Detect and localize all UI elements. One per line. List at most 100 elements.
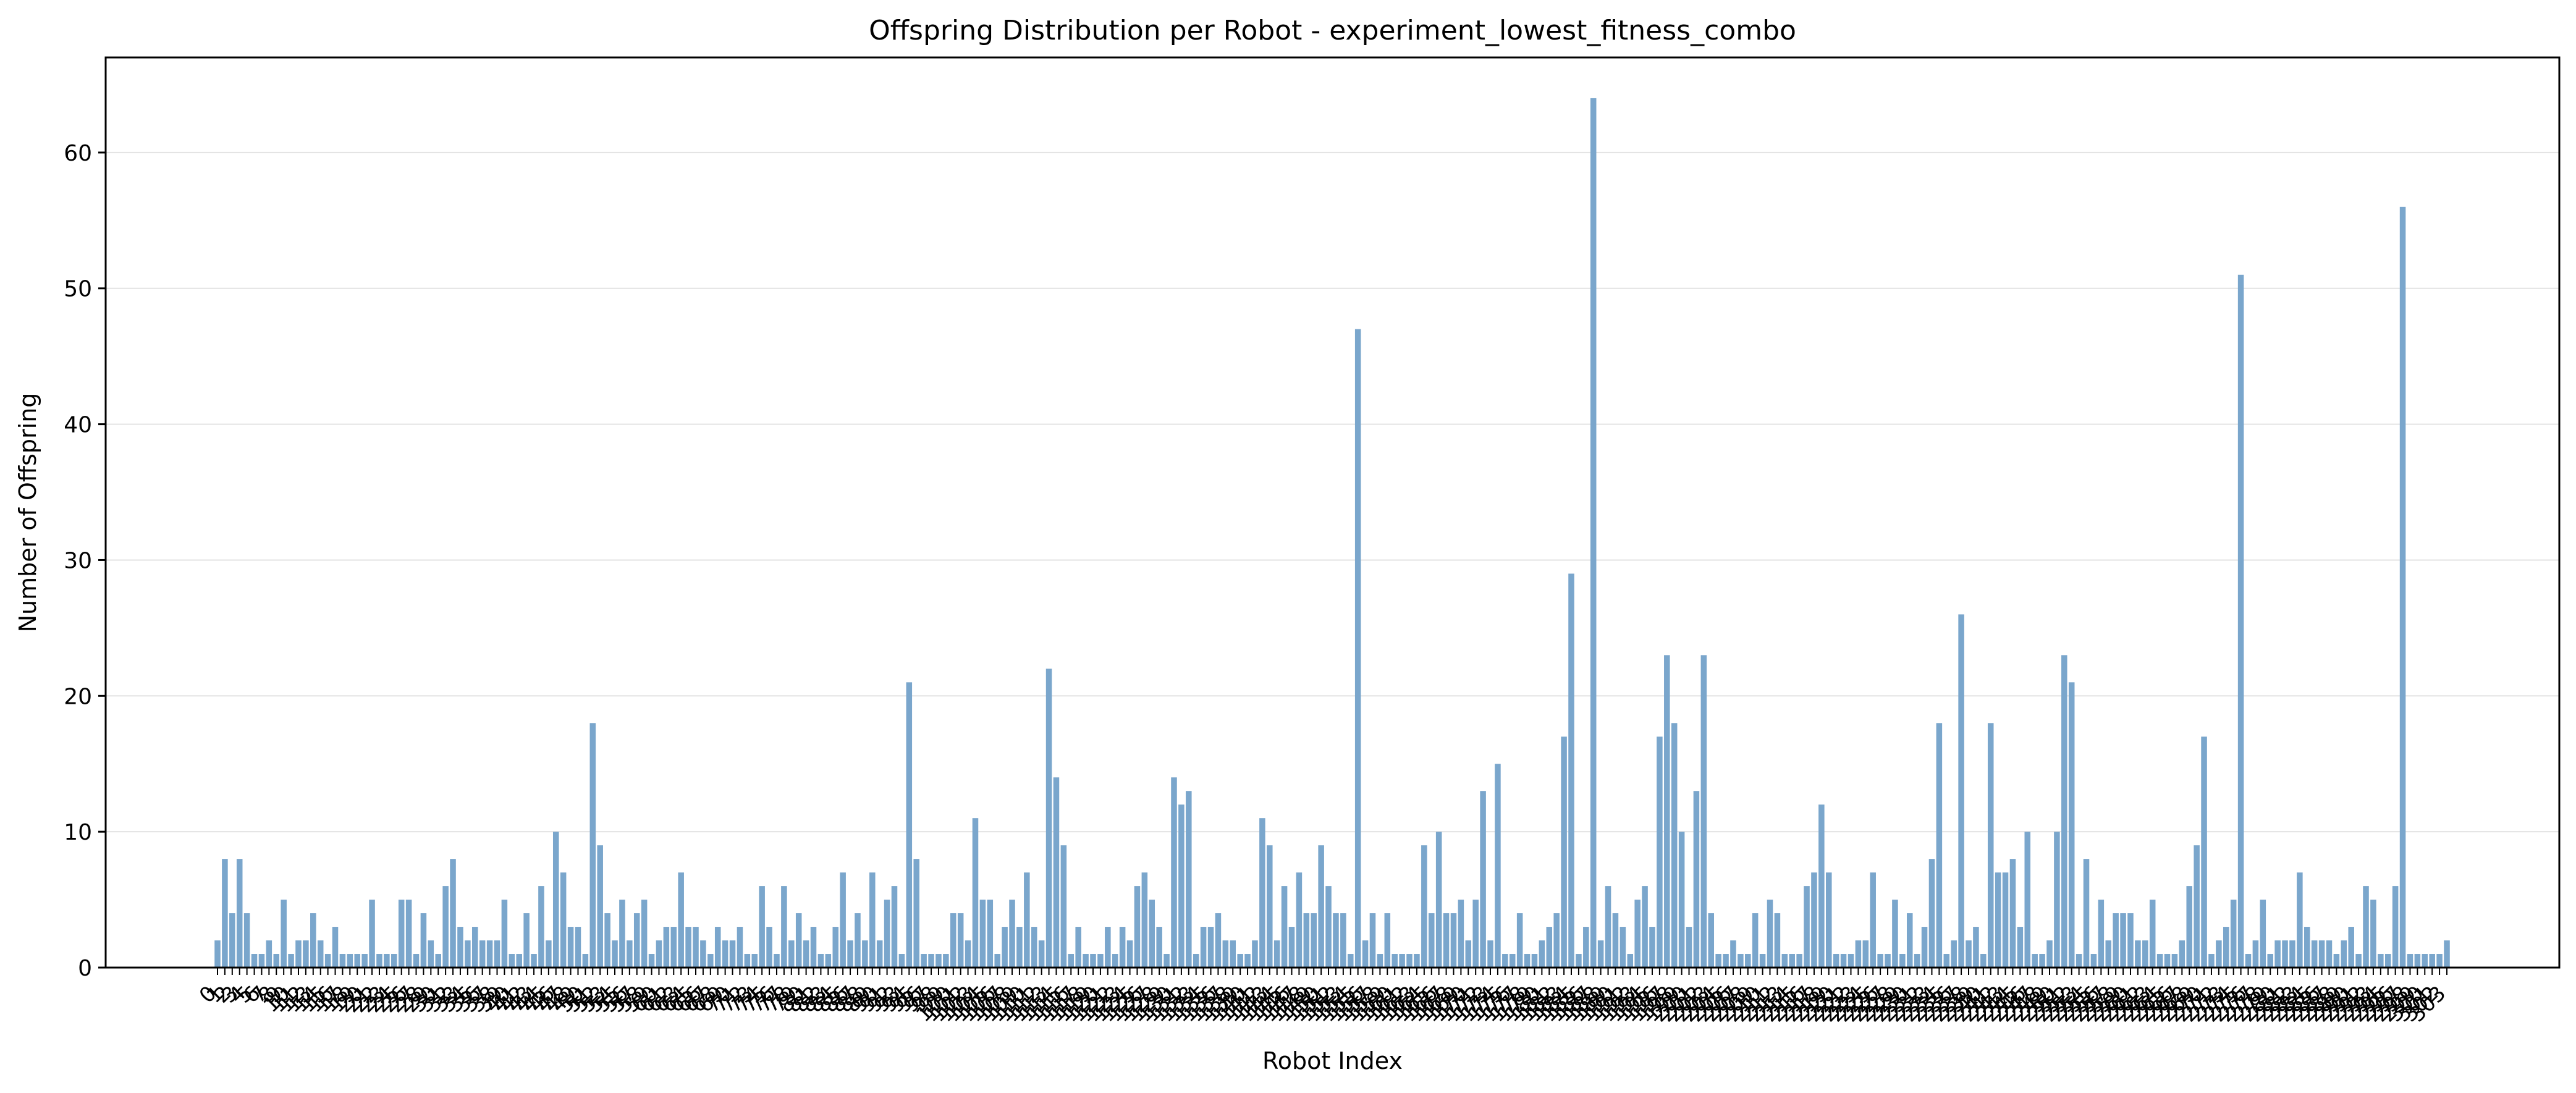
bar-robot-120 <box>1097 954 1104 968</box>
bar-robot-292 <box>2363 886 2369 968</box>
bar-robot-211 <box>1767 900 1773 968</box>
bar-robot-51 <box>589 723 596 968</box>
bar-robot-145 <box>1281 886 1288 968</box>
bar-robot-93 <box>898 954 905 968</box>
bar-robot-29 <box>428 940 434 968</box>
bar-robot-105 <box>987 900 994 968</box>
bar-robot-220 <box>1833 954 1839 968</box>
bar-robot-54 <box>612 940 618 968</box>
bar-robot-128 <box>1156 927 1162 968</box>
plot-frame <box>104 56 2561 969</box>
bar-robot-1 <box>222 859 228 968</box>
bar-robot-193 <box>1634 900 1641 968</box>
bar-robot-132 <box>1186 791 1192 968</box>
bar-robot-275 <box>2237 274 2244 968</box>
bar-robot-62 <box>670 927 677 968</box>
x-axis-ticks: 0123456789101112131415161718192021222324… <box>195 968 2451 1027</box>
bar-robot-3 <box>236 859 243 968</box>
bar-robot-215 <box>1796 954 1802 968</box>
bar-robot-69 <box>722 940 728 968</box>
bar-robot-140 <box>1244 954 1251 968</box>
bar-robot-123 <box>1119 927 1126 968</box>
bar-robot-251 <box>2061 655 2067 968</box>
bar-robot-253 <box>2076 954 2082 968</box>
y-axis-ticks: 0 10 20 30 40 50 60 <box>64 141 106 981</box>
bar-robot-86 <box>847 940 853 968</box>
bar-robot-64 <box>685 927 691 968</box>
bar-robot-119 <box>1090 954 1096 968</box>
bar-robot-231 <box>1914 954 1920 968</box>
bar-robot-191 <box>1620 927 1626 968</box>
bar-robot-255 <box>2090 954 2097 968</box>
bar-robot-80 <box>803 940 809 968</box>
bar-robot-149 <box>1311 913 1317 968</box>
bar-robot-102 <box>965 940 971 968</box>
bar-robot-217 <box>1811 872 1817 968</box>
bar-robot-94 <box>906 682 913 968</box>
bar-robot-150 <box>1318 845 1324 968</box>
bar-robot-183 <box>1561 736 1567 968</box>
bars <box>214 98 2450 968</box>
bar-robot-67 <box>707 954 714 968</box>
bar-robot-203 <box>1708 913 1715 968</box>
bar-robot-243 <box>2002 872 2009 968</box>
bar-robot-83 <box>825 954 832 968</box>
bar-robot-47 <box>560 872 567 968</box>
y-tick-label: 10 <box>64 820 92 845</box>
bar-robot-45 <box>546 940 552 968</box>
bar-robot-242 <box>1995 872 2001 968</box>
bar-robot-297 <box>2399 206 2406 968</box>
bar-robot-247 <box>2032 954 2038 968</box>
bar-robot-219 <box>1825 872 1832 968</box>
bar-robot-177 <box>1516 913 1523 968</box>
bar-robot-170 <box>1465 940 1472 968</box>
bar-robot-181 <box>1546 927 1553 968</box>
bar-robot-55 <box>619 900 625 968</box>
bar-robot-30 <box>435 954 441 968</box>
bar-robot-227 <box>1885 954 1891 968</box>
bar-robot-258 <box>2113 913 2119 968</box>
bar-robot-72 <box>744 954 751 968</box>
bar-robot-168 <box>1450 913 1457 968</box>
bar-robot-185 <box>1576 954 1582 968</box>
y-gridlines <box>106 151 2559 833</box>
bar-robot-252 <box>2068 682 2075 968</box>
bar-robot-141 <box>1252 940 1258 968</box>
bar-robot-228 <box>1892 900 1898 968</box>
bar-robot-281 <box>2282 940 2288 968</box>
bar-robot-147 <box>1296 872 1303 968</box>
bar-robot-188 <box>1597 940 1604 968</box>
bar-robot-165 <box>1428 913 1435 968</box>
bar-robot-61 <box>663 927 670 968</box>
y-tick-label: 0 <box>78 956 92 981</box>
bar-robot-262 <box>2142 940 2148 968</box>
bar-robot-60 <box>656 940 662 968</box>
bar-robot-201 <box>1693 791 1700 968</box>
bar-robot-74 <box>759 886 765 968</box>
bar-robot-137 <box>1222 940 1229 968</box>
y-tick-label: 30 <box>64 548 92 573</box>
bar-robot-20 <box>361 954 368 968</box>
bar-robot-37 <box>486 940 493 968</box>
bar-robot-36 <box>479 940 486 968</box>
bar-robot-130 <box>1171 777 1177 968</box>
bar-robot-186 <box>1583 927 1589 968</box>
bar-robot-146 <box>1288 927 1295 968</box>
bar-robot-115 <box>1060 845 1067 968</box>
bar-robot-159 <box>1384 913 1391 968</box>
bar-robot-116 <box>1068 954 1075 968</box>
bar-robot-43 <box>531 954 537 968</box>
bar-robot-273 <box>2223 927 2229 968</box>
bar-robot-162 <box>1406 954 1413 968</box>
bar-robot-28 <box>420 913 427 968</box>
bar-robot-223 <box>1855 940 1862 968</box>
bar-robot-233 <box>1928 859 1935 968</box>
bar-robot-226 <box>1877 954 1883 968</box>
bar-robot-104 <box>979 900 986 968</box>
bar-robot-18 <box>347 954 353 968</box>
bar-robot-22 <box>376 954 382 968</box>
bar-robot-173 <box>1487 940 1493 968</box>
y-tick-label: 50 <box>64 277 92 302</box>
bar-robot-239 <box>1973 927 1979 968</box>
bar-robot-108 <box>1009 900 1015 968</box>
